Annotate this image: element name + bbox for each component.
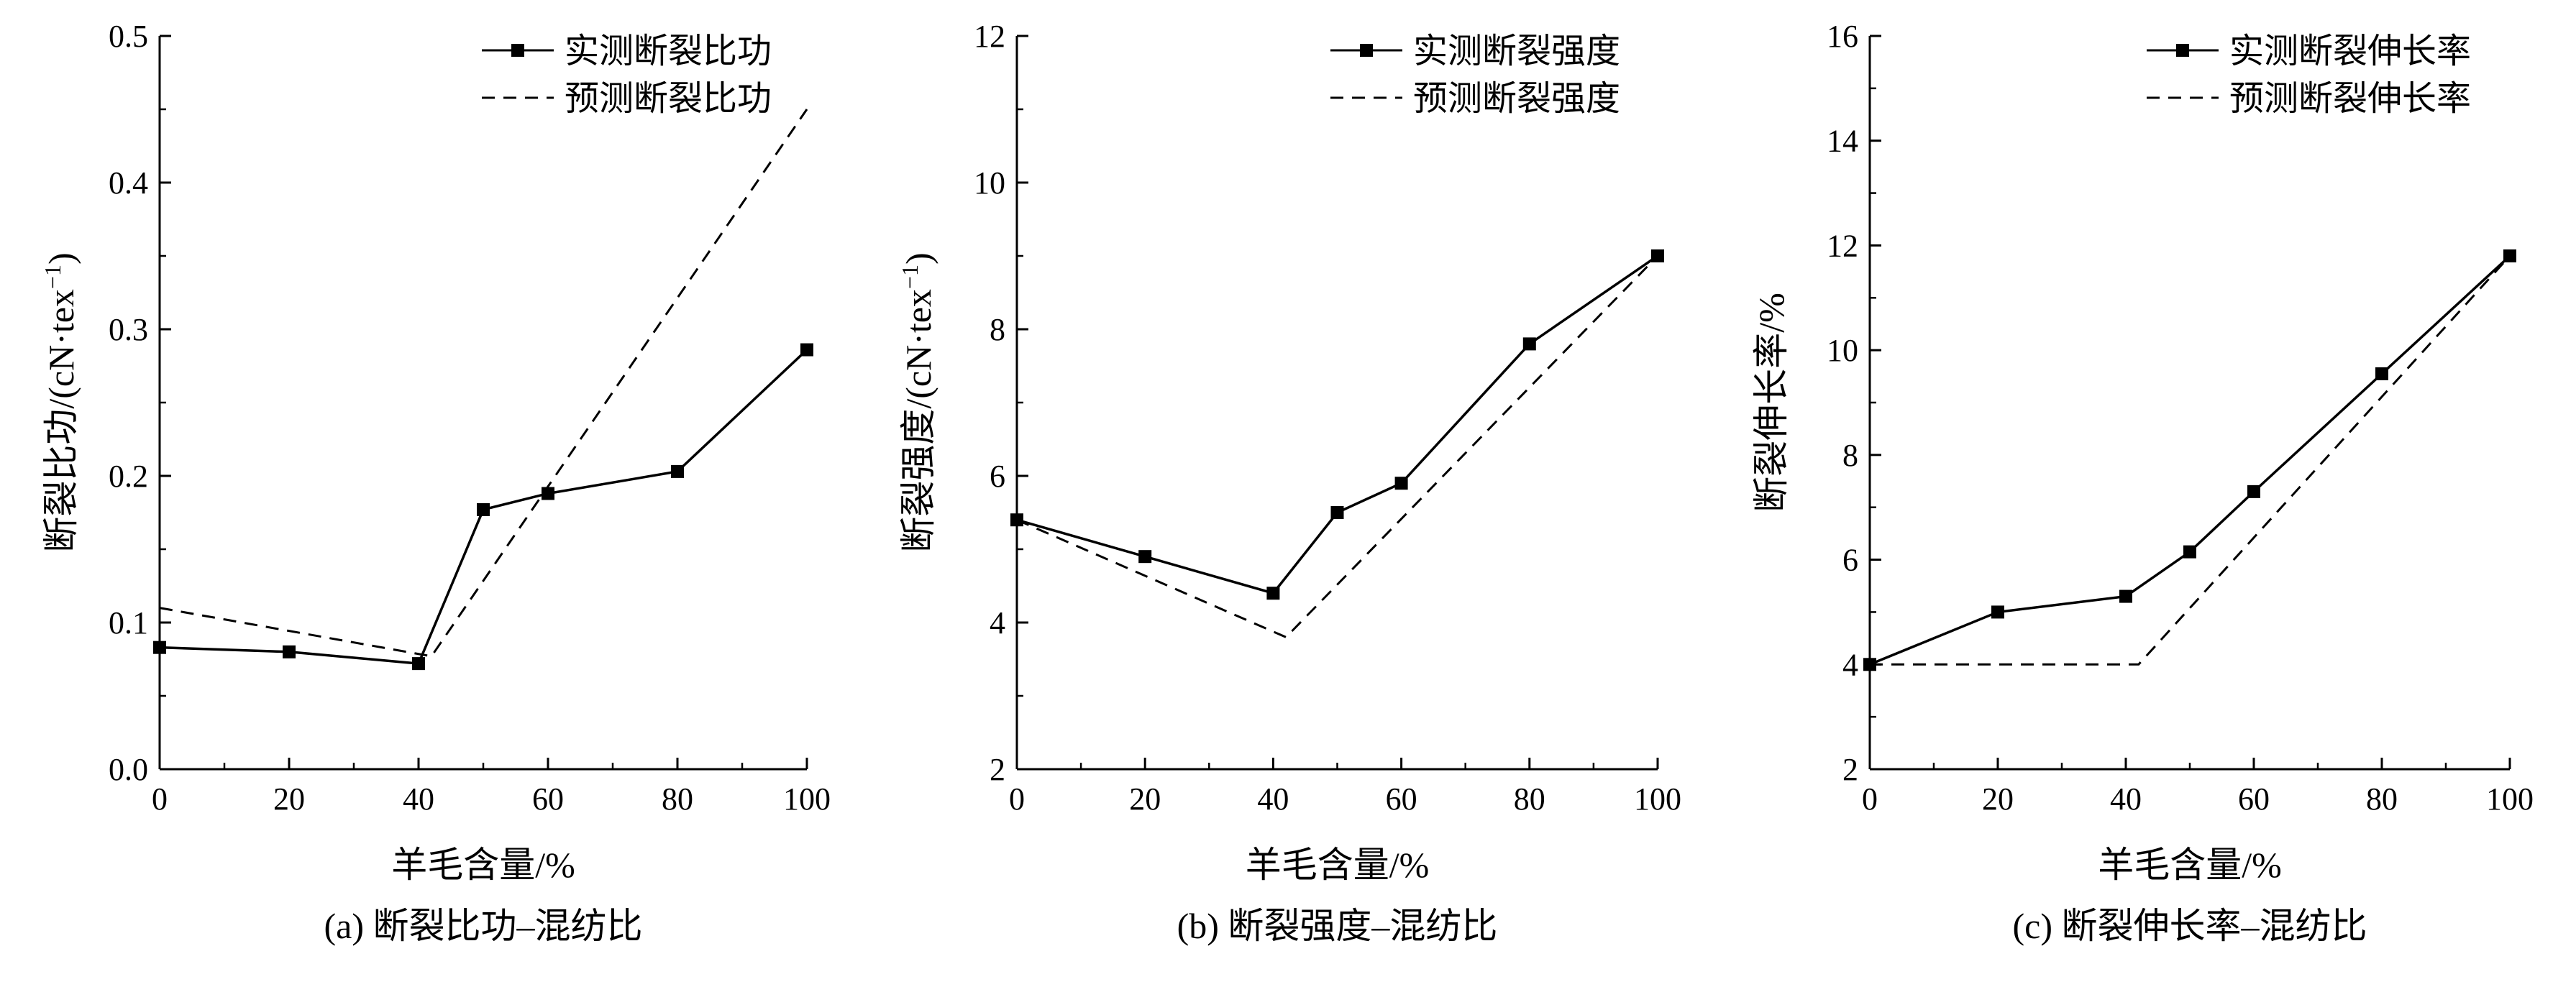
x-tick-label: 60	[1386, 781, 1417, 817]
legend-label: 实测断裂比功	[565, 32, 772, 70]
predicted-line	[159, 109, 808, 658]
y-axis-label: 断裂比功/(cN·tex−1)	[40, 252, 81, 552]
y-tick-label: 10	[1827, 333, 1858, 368]
y-tick-label: 14	[1827, 124, 1858, 159]
x-axis-label: 羊毛含量/%	[2098, 845, 2282, 885]
predicted-line	[1870, 254, 2511, 666]
y-tick-label: 8	[990, 312, 1005, 347]
data-point	[1991, 605, 2004, 619]
y-tick-label: 6	[1842, 543, 1858, 578]
y-tick-label: 2	[990, 752, 1005, 787]
legend-label: 预测断裂强度	[1413, 80, 1620, 118]
y-tick-label: 6	[990, 459, 1005, 494]
data-point	[477, 502, 490, 516]
data-point	[1330, 506, 1344, 519]
panel-2: 0 20 40 60 80 100 2 4 6 8 10 12 14 16 实测断裂伸长率预测断裂伸长率羊毛…	[1751, 19, 2534, 946]
y-axis-label-sup: −1	[40, 265, 65, 289]
data-point	[800, 343, 813, 357]
x-tick-label: 80	[662, 781, 693, 817]
x-tick-label: 100	[2486, 781, 2534, 817]
y-tick-label: 4	[990, 605, 1005, 641]
x-tick-label: 40	[403, 781, 434, 817]
predicted-line	[1016, 254, 1659, 639]
y-tick-label: 8	[1842, 438, 1858, 473]
y-axis-label: 断裂伸长率/%	[1751, 293, 1791, 513]
x-tick-label: 100	[783, 781, 831, 817]
y-tick-label: 12	[1827, 228, 1858, 263]
y-axis-label-close: )	[898, 252, 938, 265]
data-point	[2119, 589, 2132, 603]
y-tick-label: 0.2	[109, 459, 148, 494]
y-tick-label: 0.1	[109, 605, 148, 641]
data-point	[1394, 477, 1408, 490]
data-point	[1266, 587, 1280, 600]
legend-label: 预测断裂伸长率	[2229, 80, 2471, 118]
y-axis-label-sup: −1	[897, 265, 923, 289]
y-tick-label: 16	[1827, 19, 1858, 54]
data-point	[1138, 550, 1152, 564]
measured-line	[1869, 254, 2511, 666]
x-tick-label: 40	[1257, 781, 1289, 817]
y-axis-label-close: )	[41, 252, 81, 265]
x-tick-label: 20	[1129, 781, 1161, 817]
x-tick-label: 0	[152, 781, 168, 817]
x-tick-label: 0	[1009, 781, 1025, 817]
data-point	[671, 464, 684, 478]
data-point	[412, 657, 425, 671]
y-tick-label: 0.3	[109, 312, 148, 347]
legend-label: 预测断裂比功	[565, 80, 772, 118]
x-tick-label: 40	[2110, 781, 2142, 817]
x-tick-label: 60	[532, 781, 564, 817]
x-tick-label: 20	[273, 781, 305, 817]
y-axis-label-main: 断裂比功/(cN·tex	[41, 289, 81, 553]
x-tick-label: 80	[1514, 781, 1545, 817]
legend-marker	[1360, 44, 1373, 57]
y-tick-label: 10	[974, 165, 1005, 201]
legend-marker	[2176, 44, 2189, 57]
x-tick-label: 60	[2238, 781, 2270, 817]
data-point	[1522, 337, 1536, 351]
figure-caption: (c) 断裂伸长率–混纺比	[2013, 906, 2367, 946]
legend-label: 实测断裂强度	[1413, 32, 1620, 70]
data-point	[542, 487, 554, 500]
y-tick-label: 4	[1842, 647, 1858, 682]
data-point	[2183, 545, 2196, 559]
data-point	[153, 641, 166, 654]
y-tick-label: 0.0	[109, 752, 148, 787]
y-tick-label: 12	[974, 19, 1005, 54]
data-point	[2247, 485, 2260, 498]
x-tick-label: 100	[1634, 781, 1681, 817]
data-point	[2375, 367, 2388, 380]
x-tick-label: 20	[1982, 781, 2014, 817]
figure-caption: (b) 断裂强度–混纺比	[1177, 906, 1498, 946]
x-tick-label: 0	[1862, 781, 1878, 817]
measured-line	[1016, 254, 1658, 595]
y-axis-label-main: 断裂伸长率/%	[1751, 293, 1791, 513]
y-axis-label: 断裂强度/(cN·tex−1)	[897, 252, 938, 552]
x-tick-label: 80	[2366, 781, 2398, 817]
y-tick-label: 2	[1842, 752, 1858, 787]
x-axis-label: 羊毛含量/%	[391, 845, 575, 885]
figure-caption: (a) 断裂比功–混纺比	[324, 906, 643, 946]
data-point	[283, 645, 296, 658]
panel-0: 0 20 40 60 80 100 0.0 0.1 0.2 0.3 0.4 0.5 实测断裂比功预测断裂…	[40, 19, 831, 946]
x-axis-label: 羊毛含量/%	[1246, 845, 1430, 885]
y-tick-label: 0.4	[109, 165, 148, 201]
legend-label: 实测断裂伸长率	[2229, 32, 2471, 70]
legend-marker	[511, 44, 524, 57]
y-tick-label: 0.5	[109, 19, 148, 54]
y-axis-label-main: 断裂强度/(cN·tex	[898, 289, 938, 553]
